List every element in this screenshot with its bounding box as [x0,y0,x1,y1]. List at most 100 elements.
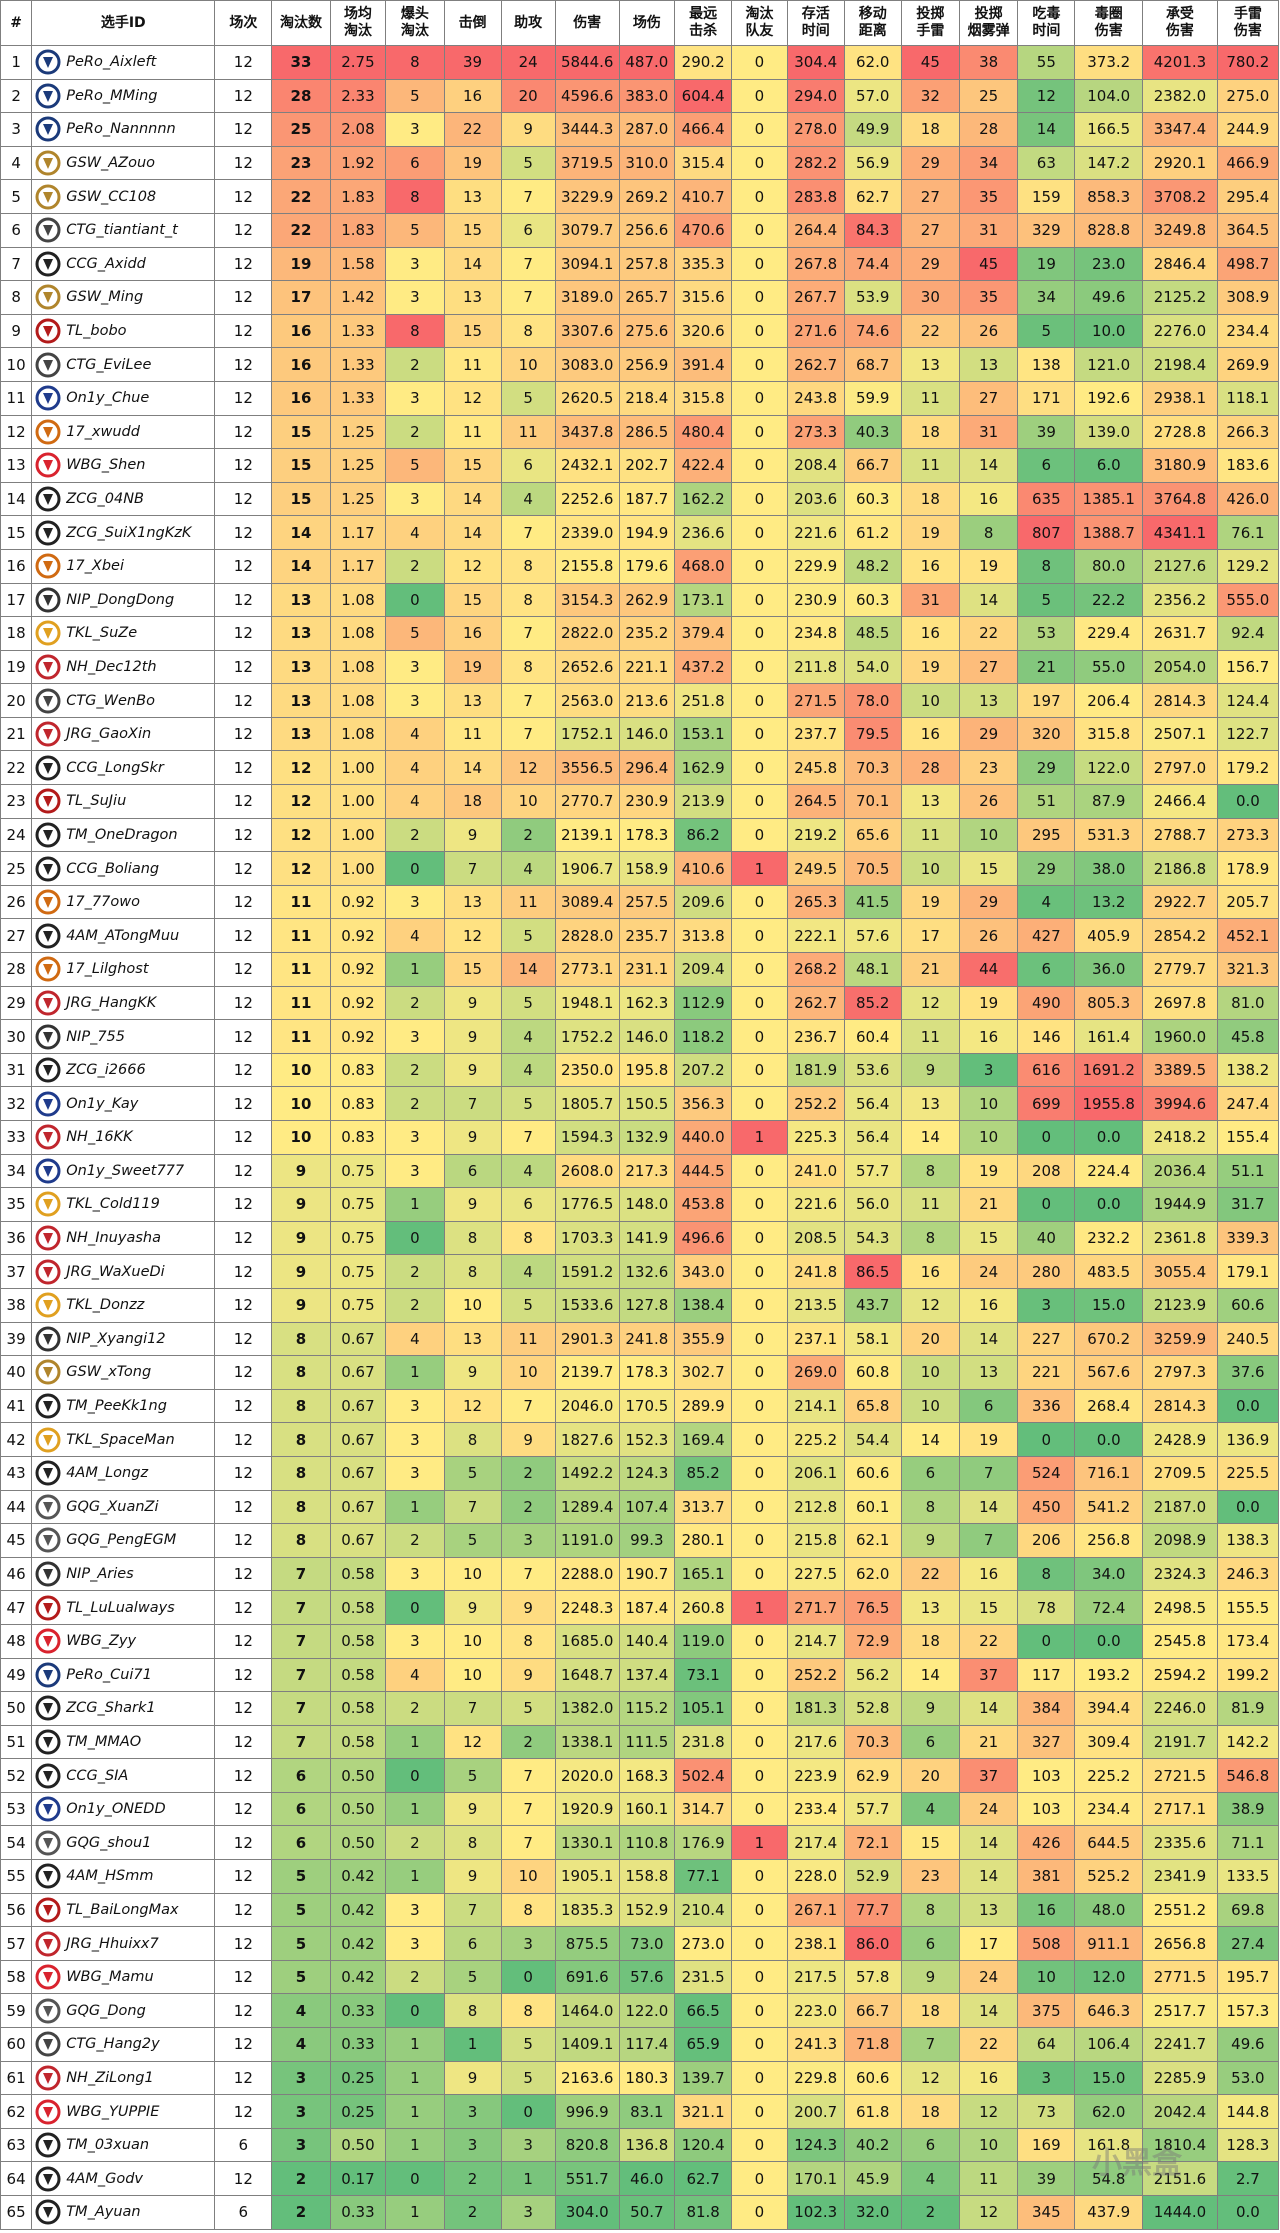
cell-survival-time: 228.0 [786,1859,845,1894]
cell-matches: 12 [214,683,273,718]
team-logo-icon [35,1091,61,1117]
cell-damage: 820.8 [554,2127,620,2163]
cell-smokes-thrown: 14 [959,1825,1019,1861]
player-name-cell: 4AM_HSmm [31,1859,216,1894]
table-row: 44 GQG_XuanZi 12 8 0.67 1 7 2 1289.4 107.4 313.7 0 2… [0,1489,1280,1525]
cell-survival-time: 206.1 [786,1455,845,1491]
cell-zone-time: 78 [1017,1590,1076,1625]
cell-damage-taken: 2717.1 [1142,1791,1218,1827]
cell-kills: 7 [271,1724,331,1760]
cell-rank: 59 [0,1993,33,2029]
cell-smokes-thrown: 16 [959,1287,1019,1323]
cell-grenade-damage: 199.2 [1216,1657,1280,1693]
cell-matches: 12 [214,179,273,214]
cell-move-distance: 74.4 [843,246,902,282]
cell-headshot-kills: 3 [385,1019,445,1054]
cell-survival-time: 229.9 [786,548,845,584]
table-row: 32 On1y_Kay 12 10 0.83 2 7 5 1805.7 150.5 356.3 0 25… [0,1086,1280,1121]
cell-matches: 12 [214,918,273,954]
cell-rank: 16 [0,548,33,584]
cell-move-distance: 76.5 [843,1590,902,1625]
cell-zone-damage: 525.2 [1074,1859,1144,1894]
cell-grenades-thrown: 18 [900,414,961,450]
cell-knocks: 14 [443,481,502,517]
cell-zone-damage: 309.4 [1074,1724,1144,1760]
cell-smokes-thrown: 28 [959,112,1019,147]
cell-headshot-kills: 5 [385,78,445,114]
cell-damage: 2248.3 [554,1590,620,1625]
cell-assists: 11 [500,884,556,920]
cell-matches: 12 [214,2094,273,2129]
cell-matches: 12 [214,1052,273,1088]
cell-smokes-thrown: 24 [959,1959,1019,1995]
cell-survival-time: 264.4 [786,212,845,248]
cell-smokes-thrown: 15 [959,851,1019,886]
cell-rank: 5 [0,179,33,214]
cell-zone-damage: 72.4 [1074,1590,1144,1625]
cell-grenades-thrown: 6 [900,2127,961,2163]
cell-matches: 12 [214,1153,273,1189]
cell-teamkills: 0 [731,1254,788,1289]
player-name-cell: WBG_Mamu [31,1959,216,1995]
cell-headshot-kills: 4 [385,515,445,550]
cell-damage: 1920.9 [554,1791,620,1827]
cell-teamkills: 0 [731,616,788,651]
cell-smokes-thrown: 10 [959,1086,1019,1121]
cell-damage: 2432.1 [554,448,620,483]
cell-knocks: 9 [443,2060,502,2096]
cell-survival-time: 124.3 [786,2127,845,2163]
cell-zone-time: 53 [1017,616,1076,651]
cell-assists: 12 [500,750,556,786]
cell-teamkills: 0 [731,1556,788,1592]
cell-smokes-thrown: 7 [959,1523,1019,1558]
cell-smokes-thrown: 24 [959,1791,1019,1827]
cell-grenade-damage: 49.6 [1216,2027,1280,2062]
player-name: PeRo_Nannnnn [66,121,176,138]
cell-matches: 12 [214,145,273,181]
cell-zone-damage: 234.4 [1074,1791,1144,1827]
table-row: 36 NH_Inuyasha 12 9 0.75 0 8 8 1703.3 141.9 496.6 0… [0,1220,1280,1256]
table-row: 59 GQG_Dong 12 4 0.33 0 8 8 1464.0 122.0 66.5 0 223.… [0,1993,1280,2029]
cell-knocks: 18 [443,784,502,819]
cell-avg-kills: 1.00 [329,817,387,853]
cell-headshot-kills: 3 [385,1153,445,1189]
cell-grenade-damage: 144.8 [1216,2094,1280,2129]
cell-smokes-thrown: 38 [959,45,1019,80]
header-row: # 选手ID 场次 淘汰数 场均 淘汰 爆头 淘汰 击倒 助攻 伤害 场伤 最远 击杀 淘汰 队友 存活… [0,0,1280,46]
cell-zone-damage: 206.4 [1074,683,1144,718]
cell-teamkills: 0 [731,145,788,181]
cell-damage-taken: 2779.7 [1142,952,1218,987]
cell-avg-damage: 162.3 [618,985,676,1021]
cell-avg-kills: 0.58 [329,1657,387,1693]
cell-avg-damage: 190.7 [618,1556,676,1592]
cell-grenade-damage: 71.1 [1216,1825,1280,1861]
cell-zone-damage: 36.0 [1074,952,1144,987]
cell-smokes-thrown: 13 [959,1892,1019,1928]
player-name: PeRo_Aixleft [66,54,157,71]
cell-assists: 7 [500,1556,556,1592]
cell-knocks: 9 [443,1859,502,1894]
table-row: 61 NH_ZiLong1 12 3 0.25 1 9 5 2163.6 180.3 139.7 0 2… [0,2060,1280,2096]
team-logo-icon [35,1998,61,2024]
cell-knocks: 14 [443,750,502,786]
col-header-grenade-damage: 手雷 伤害 [1216,0,1280,46]
cell-avg-kills: 0.67 [329,1355,387,1390]
cell-matches: 12 [214,1859,273,1894]
cell-grenades-thrown: 9 [900,1691,961,1726]
cell-longest-kill: 502.4 [674,1758,733,1793]
cell-headshot-kills: 3 [385,112,445,147]
cell-zone-time: 295 [1017,817,1076,853]
cell-longest-kill: 173.1 [674,582,733,618]
team-logo-icon [35,352,61,378]
cell-avg-damage: 179.6 [618,548,676,584]
cell-zone-time: 0 [1017,1187,1076,1222]
cell-grenade-damage: 555.0 [1216,582,1280,618]
cell-avg-kills: 0.58 [329,1724,387,1760]
cell-teamkills: 0 [731,1657,788,1693]
cell-avg-kills: 1.42 [329,280,387,315]
table-row: 60 CTG_Hang2y 12 4 0.33 1 1 5 1409.1 117.4 65.9 0 24… [0,2027,1280,2062]
cell-grenade-damage: 466.9 [1216,145,1280,181]
cell-grenade-damage: 225.5 [1216,1455,1280,1491]
table-row: 24 TM_OneDragon 12 12 1.00 2 9 2 2139.1 178.3 86.2… [0,817,1280,853]
cell-assists: 24 [500,45,556,80]
